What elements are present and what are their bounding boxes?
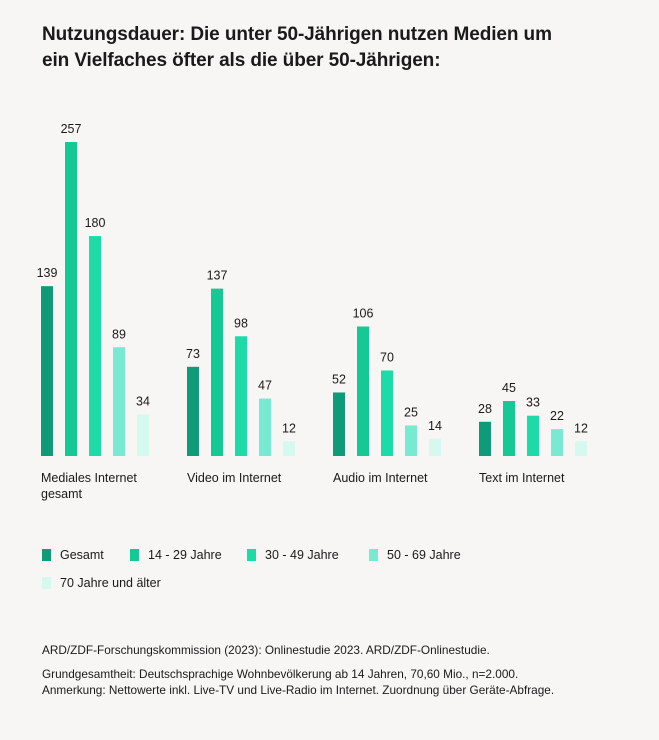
bar-1-1 xyxy=(211,288,223,456)
data-label-1-3: 47 xyxy=(258,379,272,393)
category-label-1: Video im Internet xyxy=(187,471,282,485)
bar-0-0 xyxy=(41,286,53,456)
bar-0-4 xyxy=(137,414,149,456)
legend-label-3: 50 - 69 Jahre xyxy=(387,548,461,562)
data-label-3-3: 22 xyxy=(550,409,564,423)
bar-0-1 xyxy=(65,142,77,456)
bar-2-1 xyxy=(357,326,369,456)
footer-source: ARD/ZDF-Forschungskommission (2023): Onl… xyxy=(42,643,490,657)
category-label-0: Mediales Internet xyxy=(41,471,137,485)
footer-base: Grundgesamtheit: Deutschsprachige Wohnbe… xyxy=(42,667,519,681)
data-label-3-1: 45 xyxy=(502,381,516,395)
data-label-2-1: 106 xyxy=(353,306,374,320)
data-label-1-4: 12 xyxy=(282,421,296,435)
legend-item-0: Gesamt xyxy=(42,548,104,562)
legend-item-3: 50 - 69 Jahre xyxy=(369,548,461,562)
legend-item-1: 14 - 29 Jahre xyxy=(130,548,222,562)
legend-swatch-3 xyxy=(369,549,378,561)
legend-item-2: 30 - 49 Jahre xyxy=(247,548,339,562)
bar-0-2 xyxy=(89,236,101,456)
legend-label-0: Gesamt xyxy=(60,548,104,562)
data-label-2-3: 25 xyxy=(404,405,418,419)
category-label-0-line-1: gesamt xyxy=(41,487,83,501)
chart-title: Nutzungsdauer: Die unter 50-Jährigen nut… xyxy=(42,22,602,74)
legend-label-1: 14 - 29 Jahre xyxy=(148,548,222,562)
data-label-0-4: 34 xyxy=(136,394,150,408)
footer-note: Anmerkung: Nettowerte inkl. Live-TV und … xyxy=(42,683,555,697)
bar-3-4 xyxy=(575,441,587,456)
category-label-3: Text im Internet xyxy=(479,471,565,485)
bar-3-3 xyxy=(551,429,563,456)
data-label-0-0: 139 xyxy=(37,266,58,280)
legend-swatch-4 xyxy=(42,577,51,589)
data-label-3-2: 33 xyxy=(526,396,540,410)
legend-swatch-0 xyxy=(42,549,51,561)
data-label-0-1: 257 xyxy=(61,122,82,136)
data-label-0-2: 180 xyxy=(85,216,106,230)
chart-title-line-2: ein Vielfaches öfter als die über 50-Jäh… xyxy=(42,50,441,71)
bar-1-0 xyxy=(187,366,199,456)
bar-3-1 xyxy=(503,401,515,456)
bar-1-3 xyxy=(259,398,271,456)
legend-item-4: 70 Jahre und älter xyxy=(42,576,161,590)
bar-1-2 xyxy=(235,336,247,456)
data-label-2-0: 52 xyxy=(332,372,346,386)
bar-2-0 xyxy=(333,392,345,456)
bar-2-2 xyxy=(381,370,393,456)
bar-0-3 xyxy=(113,347,125,456)
data-label-2-4: 14 xyxy=(428,419,442,433)
chart-footer: ARD/ZDF-Forschungskommission (2023): Onl… xyxy=(42,642,622,698)
bar-2-3 xyxy=(405,425,417,456)
data-label-1-1: 137 xyxy=(207,269,228,283)
bar-1-4 xyxy=(283,441,295,456)
data-label-1-0: 73 xyxy=(186,347,200,361)
bar-3-0 xyxy=(479,421,491,456)
chart-title-line-1: Nutzungsdauer: Die unter 50-Jährigen nut… xyxy=(42,24,552,45)
bar-2-4 xyxy=(429,438,441,456)
legend-label-4: 70 Jahre und älter xyxy=(60,576,161,590)
data-label-3-0: 28 xyxy=(478,402,492,416)
legend-swatch-2 xyxy=(247,549,256,561)
bar-3-2 xyxy=(527,415,539,456)
data-label-3-4: 12 xyxy=(574,421,588,435)
bar-chart: 139 73 52 28 257 137 106 45 180 98 70 33 89 47 25 22 34 1… xyxy=(37,122,588,501)
data-label-2-2: 70 xyxy=(380,350,394,364)
legend-swatch-1 xyxy=(130,549,139,561)
legend-label-2: 30 - 49 Jahre xyxy=(265,548,339,562)
data-label-1-2: 98 xyxy=(234,316,248,330)
category-label-2: Audio im Internet xyxy=(333,471,428,485)
data-label-0-3: 89 xyxy=(112,327,126,341)
